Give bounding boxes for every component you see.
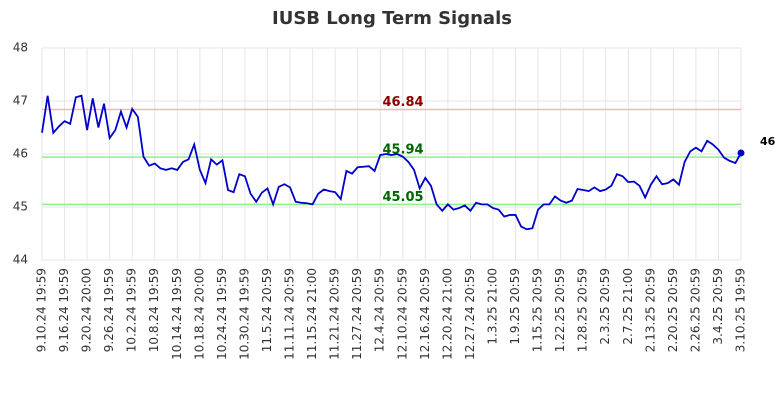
y-tick-label: 45 (13, 200, 28, 214)
x-tick-label: 12.16.24 20:59 (418, 268, 432, 360)
x-tick-label: 2.26.25 20:59 (688, 268, 702, 352)
x-tick-label: 3.4.25 20:59 (711, 268, 725, 345)
x-tick-label: 2.13.25 20:59 (643, 268, 657, 352)
x-tick-label: 12.10.24 20:59 (395, 268, 409, 360)
x-tick-label: 12.4.24 20:59 (373, 268, 387, 352)
x-tick-label: 10.24.24 19:59 (215, 268, 229, 360)
x-tick-label: 10.8.24 19:59 (147, 268, 161, 352)
x-tick-label: 3.10.25 19:59 (734, 268, 748, 352)
chart-title: IUSB Long Term Signals (272, 8, 512, 29)
price-line (41, 94, 742, 231)
x-tick-label: 1.9.25 20:59 (508, 268, 522, 345)
x-tick-label: 2.7.25 21:00 (621, 268, 635, 345)
x-tick-label: 1.28.25 20:59 (576, 268, 590, 352)
x-tick-label: 10.18.24 20:00 (192, 268, 206, 360)
last-value-label: 46 (760, 135, 776, 148)
x-tick-label: 11.21.24 20:59 (328, 268, 342, 360)
y-tick-label: 47 (13, 94, 28, 108)
signal-label: 45.05 (382, 190, 423, 205)
x-tick-label: 1.15.25 20:59 (531, 268, 545, 352)
x-tick-label: 9.16.24 19:59 (57, 268, 71, 352)
x-tick-label: 2.3.25 20:59 (598, 268, 612, 345)
x-tick-label: 2.20.25 20:59 (666, 268, 680, 352)
x-tick-label: 9.10.24 19:59 (35, 268, 49, 352)
y-tick-label: 48 (13, 41, 28, 55)
x-tick-label: 1.3.25 21:00 (485, 268, 499, 345)
x-tick-label: 9.20.24 20:00 (80, 268, 94, 352)
y-tick-label: 44 (13, 253, 28, 267)
x-tick-label: 1.22.25 20:59 (553, 268, 567, 352)
x-tick-label: 10.2.24 19:59 (125, 268, 139, 352)
x-tick-label: 11.5.24 20:59 (260, 268, 274, 352)
y-tick-label: 46 (13, 147, 28, 161)
x-tick-label: 10.14.24 19:59 (170, 268, 184, 360)
last-point (737, 149, 745, 157)
x-tick-label: 12.27.24 20:59 (463, 268, 477, 360)
signal-label: 46.84 (382, 95, 423, 110)
x-tick-label: 11.27.24 20:59 (350, 268, 364, 360)
x-tick-label: 12.20.24 21:00 (440, 268, 454, 360)
x-tick-label: 11.11.24 20:59 (283, 268, 297, 360)
x-tick-label: 10.30.24 19:59 (237, 268, 251, 360)
x-tick-label: 11.15.24 21:00 (305, 268, 319, 360)
x-tick-label: 9.26.24 19:59 (102, 268, 116, 352)
